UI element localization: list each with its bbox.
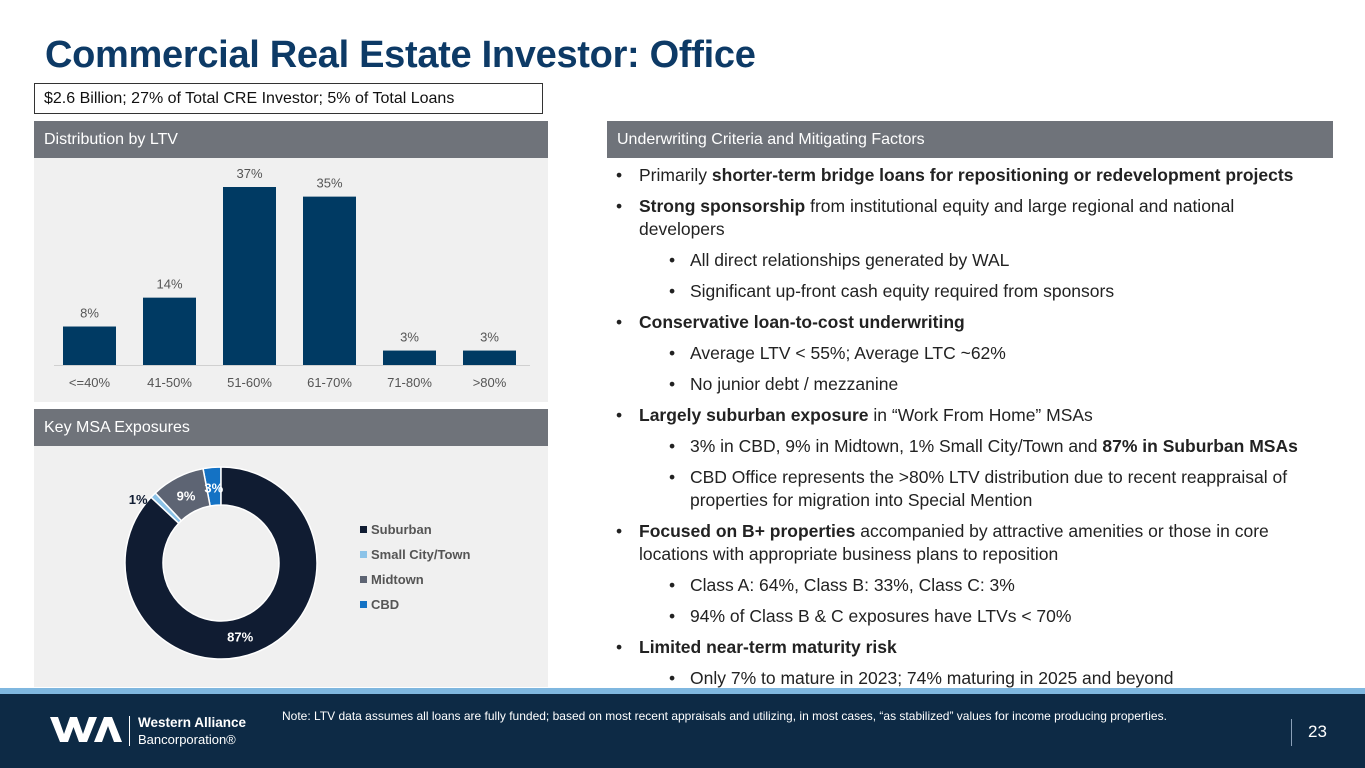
logo-divider — [129, 716, 130, 746]
bullet-class-bc-ltv: • 94% of Class B & C exposures have LTVs … — [669, 606, 1072, 626]
footer — [0, 690, 1365, 768]
bullet-maturity-risk: • Limited near-term maturity risk — [616, 637, 897, 657]
donut-label-1: 87% — [227, 630, 253, 645]
bar-category-5: 71-80% — [387, 375, 432, 390]
brand-name: Western Alliance — [138, 715, 247, 730]
bullet-msa-split: • 3% in CBD, 9% in Midtown, 1% Small City… — [669, 436, 1298, 456]
bar-3 — [223, 187, 276, 365]
legend-swatch-3 — [360, 576, 367, 583]
bar-category-6: >80% — [473, 375, 507, 390]
donut-label-4: 3% — [204, 480, 223, 495]
summary-box: $2.6 Billion; 27% of Total CRE Investor;… — [34, 83, 543, 114]
bar-category-3: 51-60% — [227, 375, 272, 390]
bullet-maturity-schedule: • Only 7% to mature in 2023; 74% maturing… — [669, 668, 1174, 688]
bar-category-4: 61-70% — [307, 375, 352, 390]
legend-swatch-4 — [360, 601, 367, 608]
page-number: 23 — [1308, 722, 1327, 741]
legend-label-3: Midtown — [371, 572, 424, 587]
msa-panel-header: Key MSA Exposures — [34, 409, 548, 446]
legend-label-4: CBD — [371, 597, 399, 612]
bar-category-1: <=40% — [69, 375, 111, 390]
bullet-bridge-loans: • Primarily shorter-term bridge loans for… — [616, 165, 1294, 185]
bullet-suburban-exposure: • Largely suburban exposure in “Work From… — [616, 405, 1093, 425]
footer-stripe — [0, 688, 1365, 694]
bullet-class-split: • Class A: 64%, Class B: 33%, Class C: 3% — [669, 575, 1015, 595]
donut-label-2: 1% — [129, 492, 148, 507]
bullet-direct-relationships: • All direct relationships generated by W… — [669, 250, 1010, 270]
bullet-no-junior-debt: • No junior debt / mezzanine — [669, 374, 899, 394]
bar-4 — [303, 196, 356, 365]
page-title: Commercial Real Estate Investor: Office — [45, 34, 756, 76]
bullet-cash-equity: • Significant up-front cash equity requir… — [669, 281, 1115, 301]
bar-6 — [463, 350, 516, 365]
bar-1 — [63, 326, 116, 365]
msa-panel: 87% 1% 9% 3% Suburban Small City/Town Midtown C… — [34, 446, 548, 687]
donut-label-3: 9% — [177, 488, 196, 503]
legend-label-2: Small City/Town — [371, 547, 470, 562]
ltv-panel: 8% <=40% 14% 41-50% 37% 51-60% 35% 61-70% 3% 71-8… — [34, 158, 548, 402]
bullet-cbd-reappraisal: • CBD Office represents the >80% LTV dist… — [669, 467, 1288, 510]
bar-label-1: 8% — [80, 306, 99, 321]
footnote: Note: LTV data assumes all loans are ful… — [282, 709, 1167, 723]
bar-label-2: 14% — [156, 277, 182, 292]
bar-2 — [143, 297, 196, 365]
western-alliance-logo-icon — [50, 714, 125, 749]
bar-label-3: 37% — [236, 166, 262, 181]
bar-category-2: 41-50% — [147, 375, 192, 390]
bullet-sponsorship: • Strong sponsorship from institutional e… — [616, 196, 1235, 239]
bar-label-4: 35% — [316, 176, 342, 191]
ltv-bar-chart: 8% <=40% 14% 41-50% 37% 51-60% 35% 61-70% 3% 71-8… — [54, 166, 530, 390]
criteria-panel-header: Underwriting Criteria and Mitigating Fac… — [607, 121, 1333, 158]
bullet-b-plus-properties: • Focused on B+ properties accompanied by… — [616, 521, 1269, 564]
bullet-conservative-ltc: • Conservative loan-to-cost underwriting — [616, 312, 965, 332]
ltv-panel-header: Distribution by LTV — [34, 121, 548, 158]
bar-5 — [383, 350, 436, 365]
donut-slice-1 — [124, 466, 318, 660]
page-number-divider — [1291, 719, 1292, 746]
legend-swatch-1 — [360, 526, 367, 533]
msa-donut-chart: 87% 1% 9% 3% Suburban Small City/Town Midtown C… — [124, 466, 470, 660]
bullet-average-ltv: • Average LTV < 55%; Average LTC ~62% — [669, 343, 1006, 363]
bar-label-5: 3% — [400, 330, 419, 345]
legend-label-1: Suburban — [371, 522, 432, 537]
bar-label-6: 3% — [480, 330, 499, 345]
legend-swatch-2 — [360, 551, 367, 558]
criteria-bullets: • Primarily shorter-term bridge loans for… — [614, 164, 1314, 698]
brand-subname: Bancorporation® — [138, 732, 236, 747]
